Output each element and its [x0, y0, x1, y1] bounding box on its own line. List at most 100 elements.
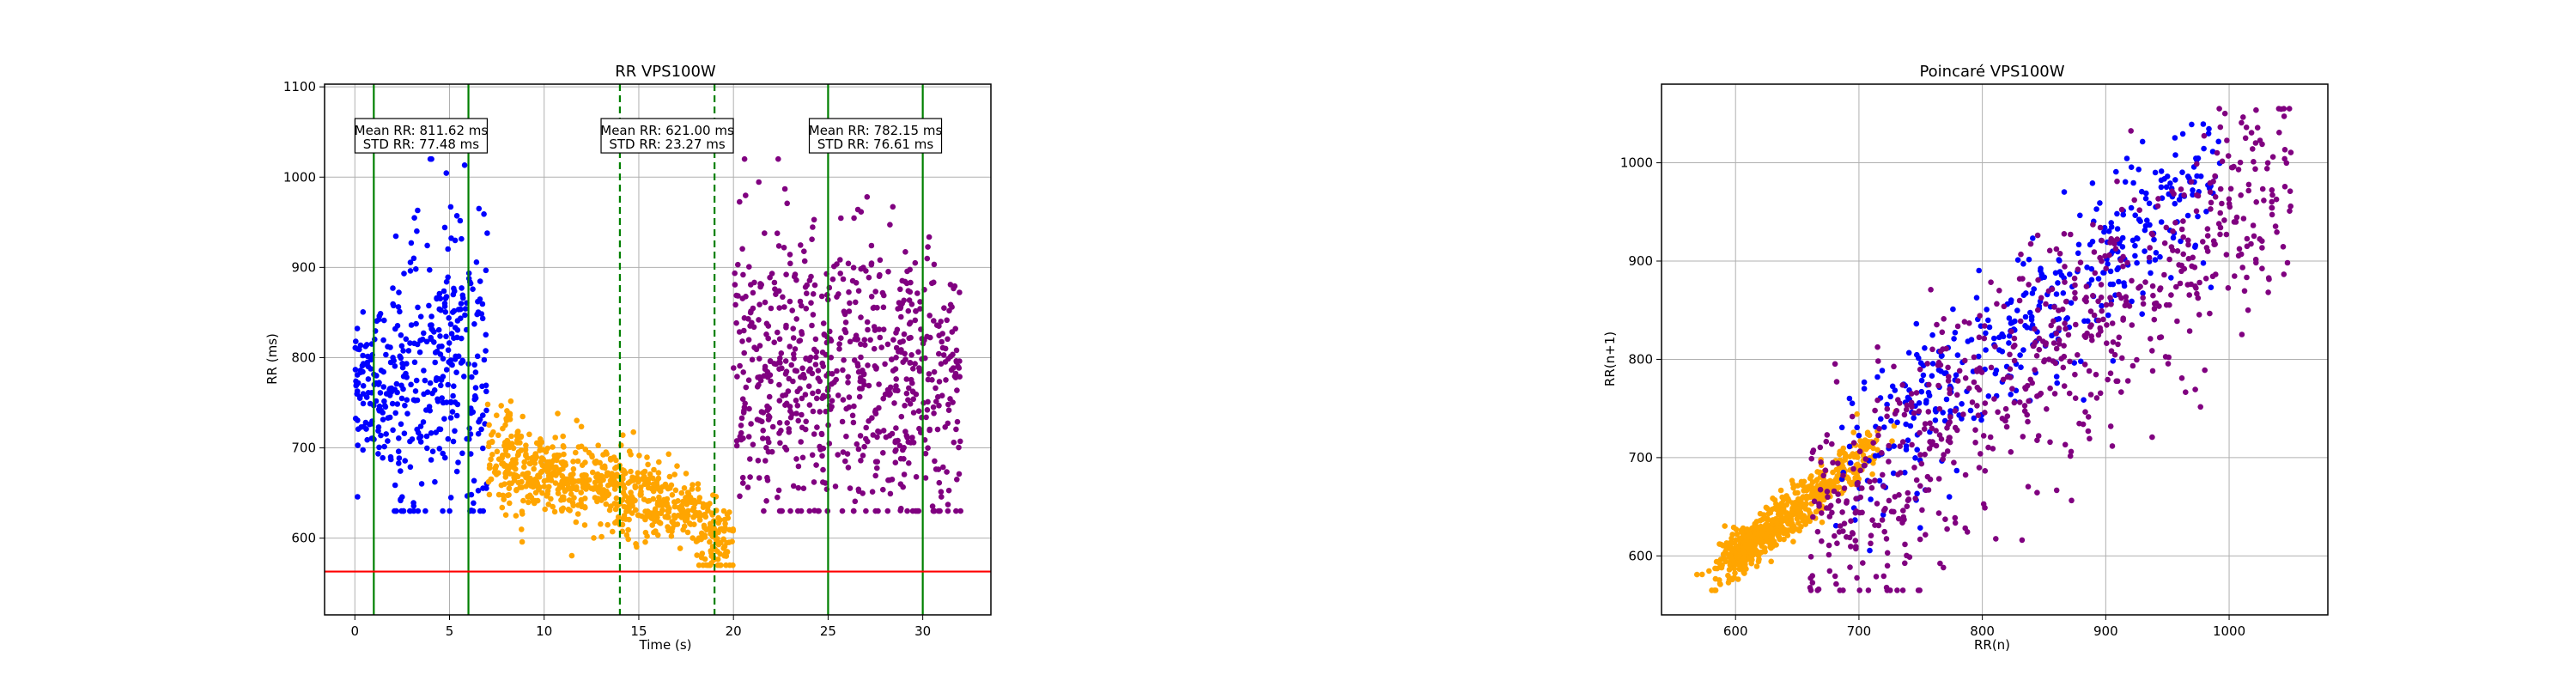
rr-point-orange — [713, 537, 720, 544]
rr-point-orange — [667, 485, 673, 491]
poincare-point-purple — [1882, 506, 1888, 512]
poincare-point-blue — [1917, 360, 1924, 367]
rr-point-orange — [694, 552, 700, 558]
rr-point-orange — [726, 539, 732, 545]
poincare-point-purple — [2259, 185, 2266, 192]
rr-point-orange — [703, 562, 709, 568]
rr-point-orange — [511, 474, 517, 481]
poincare-point-purple — [2240, 216, 2247, 222]
rr-point-purple — [787, 414, 794, 421]
poincare-point-orange — [1789, 477, 1795, 483]
rr-point-orange — [504, 443, 510, 449]
poincare-point-blue — [1846, 395, 1853, 402]
rr-x-tick-label: 30 — [914, 623, 931, 639]
rr-point-purple — [953, 347, 960, 354]
rr-point-purple — [805, 368, 812, 374]
poincare-point-blue — [2088, 265, 2095, 272]
rr-point-orange — [678, 489, 685, 496]
rr-point-purple — [956, 444, 962, 451]
poincare-point-purple — [2009, 386, 2015, 392]
poincare-point-purple — [1899, 587, 1906, 593]
poincare-point-purple — [2107, 370, 2114, 377]
rr-point-purple — [878, 344, 884, 350]
poincare-y-axis-label: RR(n+1) — [1602, 331, 1618, 386]
poincare-point-purple — [1865, 587, 1872, 593]
poincare-point-purple — [2011, 399, 2018, 406]
rr-point-purple — [771, 279, 778, 286]
poincare-point-purple — [2091, 249, 2098, 255]
rr-point-purple — [847, 485, 854, 491]
rr-point-purple — [820, 466, 826, 473]
poincare-point-purple — [1977, 365, 1983, 372]
poincare-point-purple — [2134, 356, 2140, 363]
poincare-point-purple — [1921, 426, 1928, 432]
rr-point-blue — [453, 353, 459, 360]
rr-point-orange — [659, 508, 665, 514]
rr-point-purple — [810, 224, 816, 230]
poincare-point-blue — [1985, 317, 1991, 324]
poincare-point-blue — [2081, 397, 2087, 404]
rr-point-orange — [639, 513, 645, 520]
rr-point-blue — [410, 502, 417, 509]
poincare-point-purple — [2233, 214, 2240, 221]
poincare-point-purple — [2102, 252, 2108, 259]
rr-point-purple — [933, 385, 939, 392]
poincare-point-blue — [2084, 264, 2090, 271]
rr-point-orange — [723, 562, 729, 568]
poincare-point-purple — [2223, 252, 2230, 258]
rr-point-orange — [557, 482, 563, 488]
poincare-point-blue — [2057, 258, 2063, 264]
rr-point-purple — [886, 387, 892, 394]
rr-point-purple — [804, 290, 810, 297]
poincare-point-purple — [1872, 407, 1878, 414]
rr-point-blue — [383, 431, 390, 437]
poincare-point-purple — [1926, 381, 1932, 388]
rr-point-purple — [739, 396, 746, 403]
poincare-point-orange — [1717, 581, 1723, 587]
rr-point-blue — [441, 416, 447, 423]
poincare-point-purple — [1849, 413, 1856, 420]
poincare-point-blue — [2200, 260, 2207, 266]
rr-point-orange — [602, 465, 608, 471]
rr-point-orange — [592, 495, 598, 501]
rr-point-purple — [845, 260, 852, 267]
poincare-point-purple — [2180, 234, 2186, 240]
rr-point-orange — [600, 452, 606, 458]
poincare-point-blue — [2170, 234, 2177, 241]
rr-point-purple — [780, 392, 786, 399]
rr-point-blue — [360, 391, 367, 397]
rr-point-orange — [696, 510, 702, 516]
poincare-point-orange — [1785, 520, 1791, 527]
poincare-point-purple — [1810, 447, 1817, 453]
rr-point-purple — [884, 508, 891, 514]
rr-point-purple — [746, 264, 752, 271]
poincare-point-purple — [2174, 318, 2180, 325]
rr-point-blue — [439, 344, 445, 350]
poincare-point-orange — [1750, 534, 1756, 540]
poincare-point-purple — [1819, 510, 1825, 516]
rr-point-blue — [380, 410, 386, 416]
rr-point-blue — [413, 377, 420, 384]
poincare-point-orange — [1857, 438, 1863, 444]
poincare-point-purple — [2030, 343, 2037, 350]
rr-point-purple — [776, 381, 782, 388]
poincare-point-blue — [1876, 477, 1883, 484]
poincare-point-purple — [2140, 301, 2147, 307]
rr-point-orange — [532, 500, 538, 507]
rr-point-purple — [877, 257, 884, 264]
rr-point-blue — [446, 315, 452, 321]
rr-point-purple — [861, 443, 867, 450]
poincare-point-purple — [1954, 427, 1960, 434]
rr-point-orange — [690, 514, 697, 520]
rr-point-purple — [957, 374, 963, 380]
poincare-point-purple — [1856, 448, 1863, 454]
rr-annotation-frame — [354, 118, 489, 154]
poincare-point-orange — [1738, 535, 1745, 541]
rr-point-purple — [793, 410, 799, 416]
poincare-point-blue — [1940, 410, 1946, 416]
poincare-point-blue — [1891, 443, 1897, 449]
rr-point-orange — [634, 544, 640, 550]
poincare-point-orange — [1757, 517, 1764, 524]
poincare-point-purple — [2269, 198, 2275, 205]
rr-point-purple — [767, 274, 773, 281]
